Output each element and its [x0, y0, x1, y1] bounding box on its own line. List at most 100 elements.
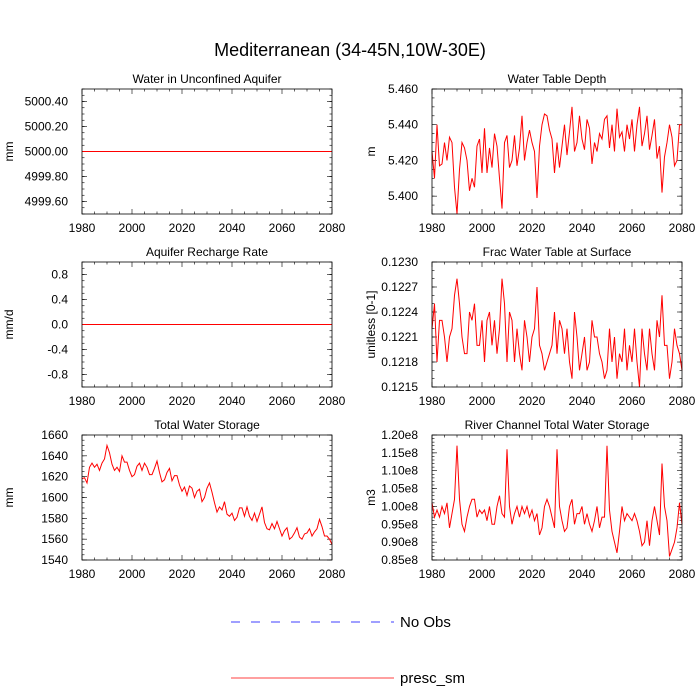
y-tick-label: 1600 [41, 491, 68, 505]
legend-label-no-obs: No Obs [400, 614, 451, 631]
panel-4: Total Water Storage mm 1980 2000 2020 2040 206… [2, 418, 346, 581]
y-tick-label: 1560 [41, 532, 68, 546]
x-tick-label: 2060 [619, 221, 646, 235]
y-tick-label: 4999.60 [25, 195, 69, 209]
y-tick-label: 1.00e8 [381, 499, 418, 513]
series-line-presc-sm [81, 443, 333, 545]
x-tick-label: 1980 [69, 567, 96, 581]
y-tick-label: 0.8 [51, 268, 68, 282]
panel-title: Frac Water Table at Surface [483, 245, 632, 259]
panel-2: Aquifer Recharge Rate mm/d 1980 2000 2020 204… [2, 245, 346, 408]
y-tick-label: 0.1218 [381, 355, 418, 369]
x-tick-label: 2000 [469, 394, 496, 408]
y-tick-label: 4999.80 [25, 170, 69, 184]
x-tick-label: 1980 [419, 221, 446, 235]
series-line-presc-sm [431, 445, 683, 557]
panel-title: Aquifer Recharge Rate [146, 245, 268, 259]
x-tick-label: 2060 [269, 221, 296, 235]
plot-frame [431, 261, 683, 388]
panel-3: Frac Water Table at Surface unitless [0-1… [364, 245, 696, 408]
plot-frame [431, 88, 683, 215]
y-tick-label: 0.4 [51, 293, 68, 307]
x-tick-label: 2020 [169, 567, 196, 581]
x-tick-label: 2020 [169, 221, 196, 235]
y-tick-label: 5000.20 [25, 120, 69, 134]
x-tick-label: 2080 [669, 221, 696, 235]
panel-title: Water Table Depth [508, 72, 607, 86]
legend: No Obs presc_sm [231, 614, 465, 687]
y-tick-label: 1660 [41, 428, 68, 442]
y-tick-label: 1.10e8 [381, 464, 418, 478]
x-tick-label: 2080 [669, 394, 696, 408]
x-tick-label: 1980 [69, 221, 96, 235]
y-tick-label: 1.20e8 [381, 428, 418, 442]
x-tick-label: 2080 [319, 221, 346, 235]
y-tick-label: 5.400 [388, 189, 418, 203]
x-tick-label: 2020 [169, 394, 196, 408]
x-tick-label: 1980 [69, 394, 96, 408]
y-tick-label: 0.0 [51, 318, 68, 332]
x-tick-label: 2040 [569, 394, 596, 408]
y-tick-label: 0.85e8 [381, 553, 418, 567]
x-tick-label: 2020 [519, 394, 546, 408]
x-tick-label: 2040 [219, 394, 246, 408]
y-tick-label: 5.420 [388, 153, 418, 167]
y-tick-label: 1540 [41, 553, 68, 567]
x-tick-label: 2080 [669, 567, 696, 581]
series-line-presc-sm [431, 106, 682, 215]
x-tick-label: 1980 [419, 567, 446, 581]
y-tick-label: 0.1227 [381, 280, 418, 294]
y-axis-label: mm/d [2, 310, 16, 340]
x-tick-label: 2060 [619, 567, 646, 581]
panel-5: River Channel Total Water Storage m3 1980 2… [364, 418, 696, 581]
y-tick-label: -0.4 [47, 343, 68, 357]
y-axis-label: m3 [364, 489, 378, 506]
y-tick-label: 0.1224 [381, 305, 418, 319]
panels: Water in Unconfined Aquifer mm 1980 2000 202… [2, 72, 696, 581]
y-tick-label: 5000.00 [25, 145, 69, 159]
y-tick-label: 0.1230 [381, 255, 418, 269]
legend-label-presc-sm: presc_sm [400, 670, 465, 687]
y-tick-label: 1.05e8 [381, 482, 418, 496]
y-tick-label: 1640 [41, 449, 68, 463]
x-tick-label: 2000 [469, 567, 496, 581]
panel-title: River Channel Total Water Storage [465, 418, 650, 432]
plot-frame [431, 434, 683, 561]
x-tick-label: 2000 [119, 394, 146, 408]
y-axis-label: mm [2, 142, 16, 162]
figure-title: Mediterranean (34-45N,10W-30E) [214, 40, 486, 60]
y-tick-label: 1620 [41, 470, 68, 484]
plot-frame [81, 261, 333, 388]
y-axis-label: unitless [0-1] [364, 290, 378, 358]
y-tick-label: 5000.40 [25, 95, 69, 109]
y-tick-label: 1580 [41, 511, 68, 525]
y-axis-label: mm [2, 488, 16, 508]
y-tick-label: 0.90e8 [381, 535, 418, 549]
panel-title: Total Water Storage [154, 418, 260, 432]
y-tick-label: 0.95e8 [381, 517, 418, 531]
x-tick-label: 2000 [469, 221, 496, 235]
x-tick-label: 2020 [519, 567, 546, 581]
x-tick-label: 2080 [319, 394, 346, 408]
y-tick-label: 1.15e8 [381, 446, 418, 460]
x-tick-label: 2060 [619, 394, 646, 408]
plot-frame [81, 434, 333, 561]
x-tick-label: 2060 [269, 567, 296, 581]
x-tick-label: 2080 [319, 567, 346, 581]
x-tick-label: 2040 [219, 221, 246, 235]
panel-1: Water Table Depth m 1980 2000 2020 2040 2060 20… [364, 72, 696, 235]
x-tick-label: 2040 [569, 221, 596, 235]
y-tick-label: -0.8 [47, 368, 68, 382]
x-tick-label: 2000 [119, 221, 146, 235]
x-tick-label: 2060 [269, 394, 296, 408]
x-tick-label: 1980 [419, 394, 446, 408]
series-line-presc-sm [431, 278, 683, 388]
x-tick-label: 2020 [519, 221, 546, 235]
plot-frame [81, 88, 333, 215]
y-axis-label: m [364, 147, 378, 157]
y-tick-label: 0.1215 [381, 380, 418, 394]
y-tick-label: 5.440 [388, 118, 418, 132]
y-tick-label: 5.460 [388, 82, 418, 96]
x-tick-label: 2040 [219, 567, 246, 581]
